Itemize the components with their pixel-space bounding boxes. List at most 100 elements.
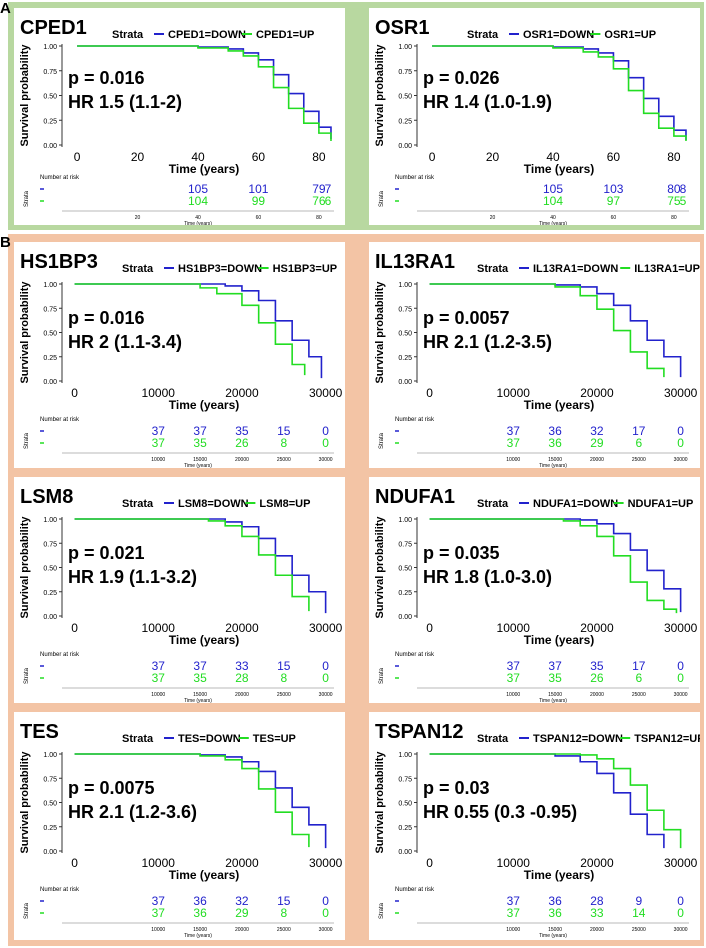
x-tick-label: 20000 (225, 621, 259, 635)
y-tick-label: 0.50 (43, 566, 57, 573)
risk-count-down: 0 (677, 424, 684, 438)
x-axis-label: Time (years) (524, 633, 594, 647)
risk-count-down: 37 (507, 424, 521, 438)
risk-table-title: Number at risk (40, 417, 80, 423)
x-tick-label: 40 (546, 150, 560, 164)
y-axis-label: Survival probability (19, 281, 31, 384)
x-axis-label: Time (years) (169, 633, 239, 647)
y-tick-label: 0.75 (398, 69, 412, 76)
risk-x-label: Time (years) (539, 221, 567, 225)
risk-count-down: 36 (193, 894, 207, 908)
km-panel-cped1: CPED1 Strata CPED1=DOWN CPED1=UP 0.00 0.25 0.5… (14, 8, 345, 225)
risk-count-up: 37 (152, 671, 166, 685)
curve-up (429, 283, 665, 378)
y-tick-label: 0.75 (398, 306, 412, 313)
risk-strata-label: Strata (24, 667, 30, 684)
survival-chart: TSPAN12 Strata TSPAN12=DOWN TSPAN12=UP 0.00 0… (374, 721, 700, 939)
y-axis-label: Survival probability (374, 751, 386, 854)
legend-title: Strata (122, 733, 154, 745)
x-tick-label: 0 (71, 621, 78, 635)
legend-down-label: LSM8=DOWN (178, 498, 249, 510)
risk-tick-label: 20000 (235, 457, 249, 463)
km-panel-il13ra1: IL13RA1 Strata IL13RA1=DOWN IL13RA1=UP 0.00 0… (369, 242, 700, 468)
y-tick-label: 0.00 (398, 849, 412, 856)
x-axis-label: Time (years) (524, 398, 594, 412)
risk-strata-label: Strata (379, 190, 385, 207)
risk-tick-label: 30000 (319, 692, 333, 698)
x-tick-label: 10000 (142, 386, 176, 400)
risk-tick-label: 60 (611, 215, 617, 221)
risk-tick-label: 10000 (506, 927, 520, 933)
risk-count-down: 28 (590, 894, 604, 908)
gene-title: TES (20, 721, 59, 743)
survival-chart: CPED1 Strata CPED1=DOWN CPED1=UP 0.00 0.25 0.5… (19, 17, 334, 225)
x-tick-label: 20 (131, 150, 145, 164)
risk-count-down: 0 (322, 894, 329, 908)
risk-count-down: 35 (590, 659, 604, 673)
survival-chart: LSM8 Strata LSM8=DOWN LSM8=UP 0.00 0.25 0.50 0.… (19, 486, 343, 703)
risk-table-title: Number at risk (395, 417, 435, 423)
legend: Strata TSPAN12=DOWN TSPAN12=UP (477, 733, 700, 745)
gene-title: OSR1 (375, 17, 429, 39)
risk-count-up: 37 (152, 436, 166, 450)
y-axis-label: Survival probability (374, 281, 386, 384)
risk-table-title: Number at risk (395, 887, 435, 893)
risk-count-down: 0 (322, 659, 329, 673)
survival-chart: NDUFA1 Strata NDUFA1=DOWN NDUFA1=UP 0.00 0.25… (374, 486, 698, 703)
legend-up-label: IL13RA1=UP (634, 263, 700, 275)
gene-title: LSM8 (20, 486, 73, 508)
p-value: p = 0.016 (68, 68, 145, 88)
risk-tick-label: 20000 (235, 927, 249, 933)
x-tick-label: 10000 (497, 621, 531, 635)
risk-tick-label: 10000 (506, 692, 520, 698)
y-tick-label: 0.25 (43, 590, 57, 597)
risk-table-title: Number at risk (40, 652, 80, 658)
p-value: p = 0.0057 (423, 308, 510, 328)
y-tick-label: 1.00 (398, 752, 412, 759)
risk-count-down: 0 (677, 894, 684, 908)
risk-tick-label: 30000 (674, 692, 688, 698)
x-tick-label: 60 (607, 150, 621, 164)
km-panel-ndufa1: NDUFA1 Strata NDUFA1=DOWN NDUFA1=UP 0.00 0.25… (369, 477, 700, 703)
risk-tick-label: 15000 (193, 692, 207, 698)
legend: Strata IL13RA1=DOWN IL13RA1=UP (477, 263, 700, 275)
x-tick-label: 30000 (664, 856, 698, 870)
legend: Strata NDUFA1=DOWN NDUFA1=UP (477, 498, 693, 510)
y-axis-label: Survival probability (374, 516, 386, 619)
legend-up-label: OSR1=UP (604, 29, 656, 41)
risk-strata-label: Strata (24, 190, 30, 207)
survival-chart: TES Strata TES=DOWN TES=UP 0.00 0.25 0.50 0.75 1… (19, 721, 343, 939)
hazard-ratio: HR 2.1 (1.2-3.6) (68, 802, 197, 822)
p-value: p = 0.035 (423, 543, 500, 563)
risk-count-down: 0 (322, 424, 329, 438)
risk-count-down: 8 (680, 182, 687, 196)
curve-up (74, 283, 306, 376)
y-axis-label: Survival probability (374, 44, 386, 147)
x-tick-label: 0 (426, 856, 433, 870)
risk-tick-label: 30000 (674, 927, 688, 933)
x-tick-label: 10000 (142, 621, 176, 635)
x-tick-label: 80 (667, 150, 681, 164)
legend-down-label: TSPAN12=DOWN (533, 733, 623, 745)
y-tick-label: 0.00 (43, 614, 57, 621)
hazard-ratio: HR 1.9 (1.1-3.2) (68, 567, 197, 587)
legend-up-label: TES=UP (253, 733, 296, 745)
risk-tick-label: 10000 (151, 692, 165, 698)
risk-x-label: Time (years) (184, 698, 212, 703)
x-axis-label: Time (years) (524, 868, 594, 882)
p-value: p = 0.021 (68, 543, 145, 563)
risk-count-up: 8 (280, 436, 287, 450)
y-tick-label: 0.75 (398, 776, 412, 783)
risk-table: Number at riskStrata37373735352615800100… (24, 417, 334, 468)
risk-count-up: 0 (677, 436, 684, 450)
y-tick-label: 0.25 (398, 590, 412, 597)
y-tick-label: 0.75 (43, 69, 57, 76)
x-tick-label: 80 (312, 150, 326, 164)
x-tick-label: 0 (71, 386, 78, 400)
x-axis-label: Time (years) (169, 398, 239, 412)
risk-count-down: 37 (193, 424, 207, 438)
x-tick-label: 30000 (664, 386, 698, 400)
risk-tick-label: 25000 (632, 692, 646, 698)
risk-tick-label: 40 (195, 215, 201, 221)
